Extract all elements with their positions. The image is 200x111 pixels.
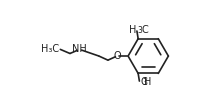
- Text: 3: 3: [143, 78, 148, 87]
- Text: NH: NH: [72, 44, 87, 54]
- Text: 3: 3: [138, 26, 143, 35]
- Text: C: C: [140, 77, 147, 87]
- Text: H: H: [129, 25, 136, 35]
- Text: H₃C: H₃C: [41, 44, 60, 54]
- Text: O: O: [113, 51, 121, 61]
- Text: H: H: [144, 77, 151, 87]
- Text: C: C: [141, 25, 148, 35]
